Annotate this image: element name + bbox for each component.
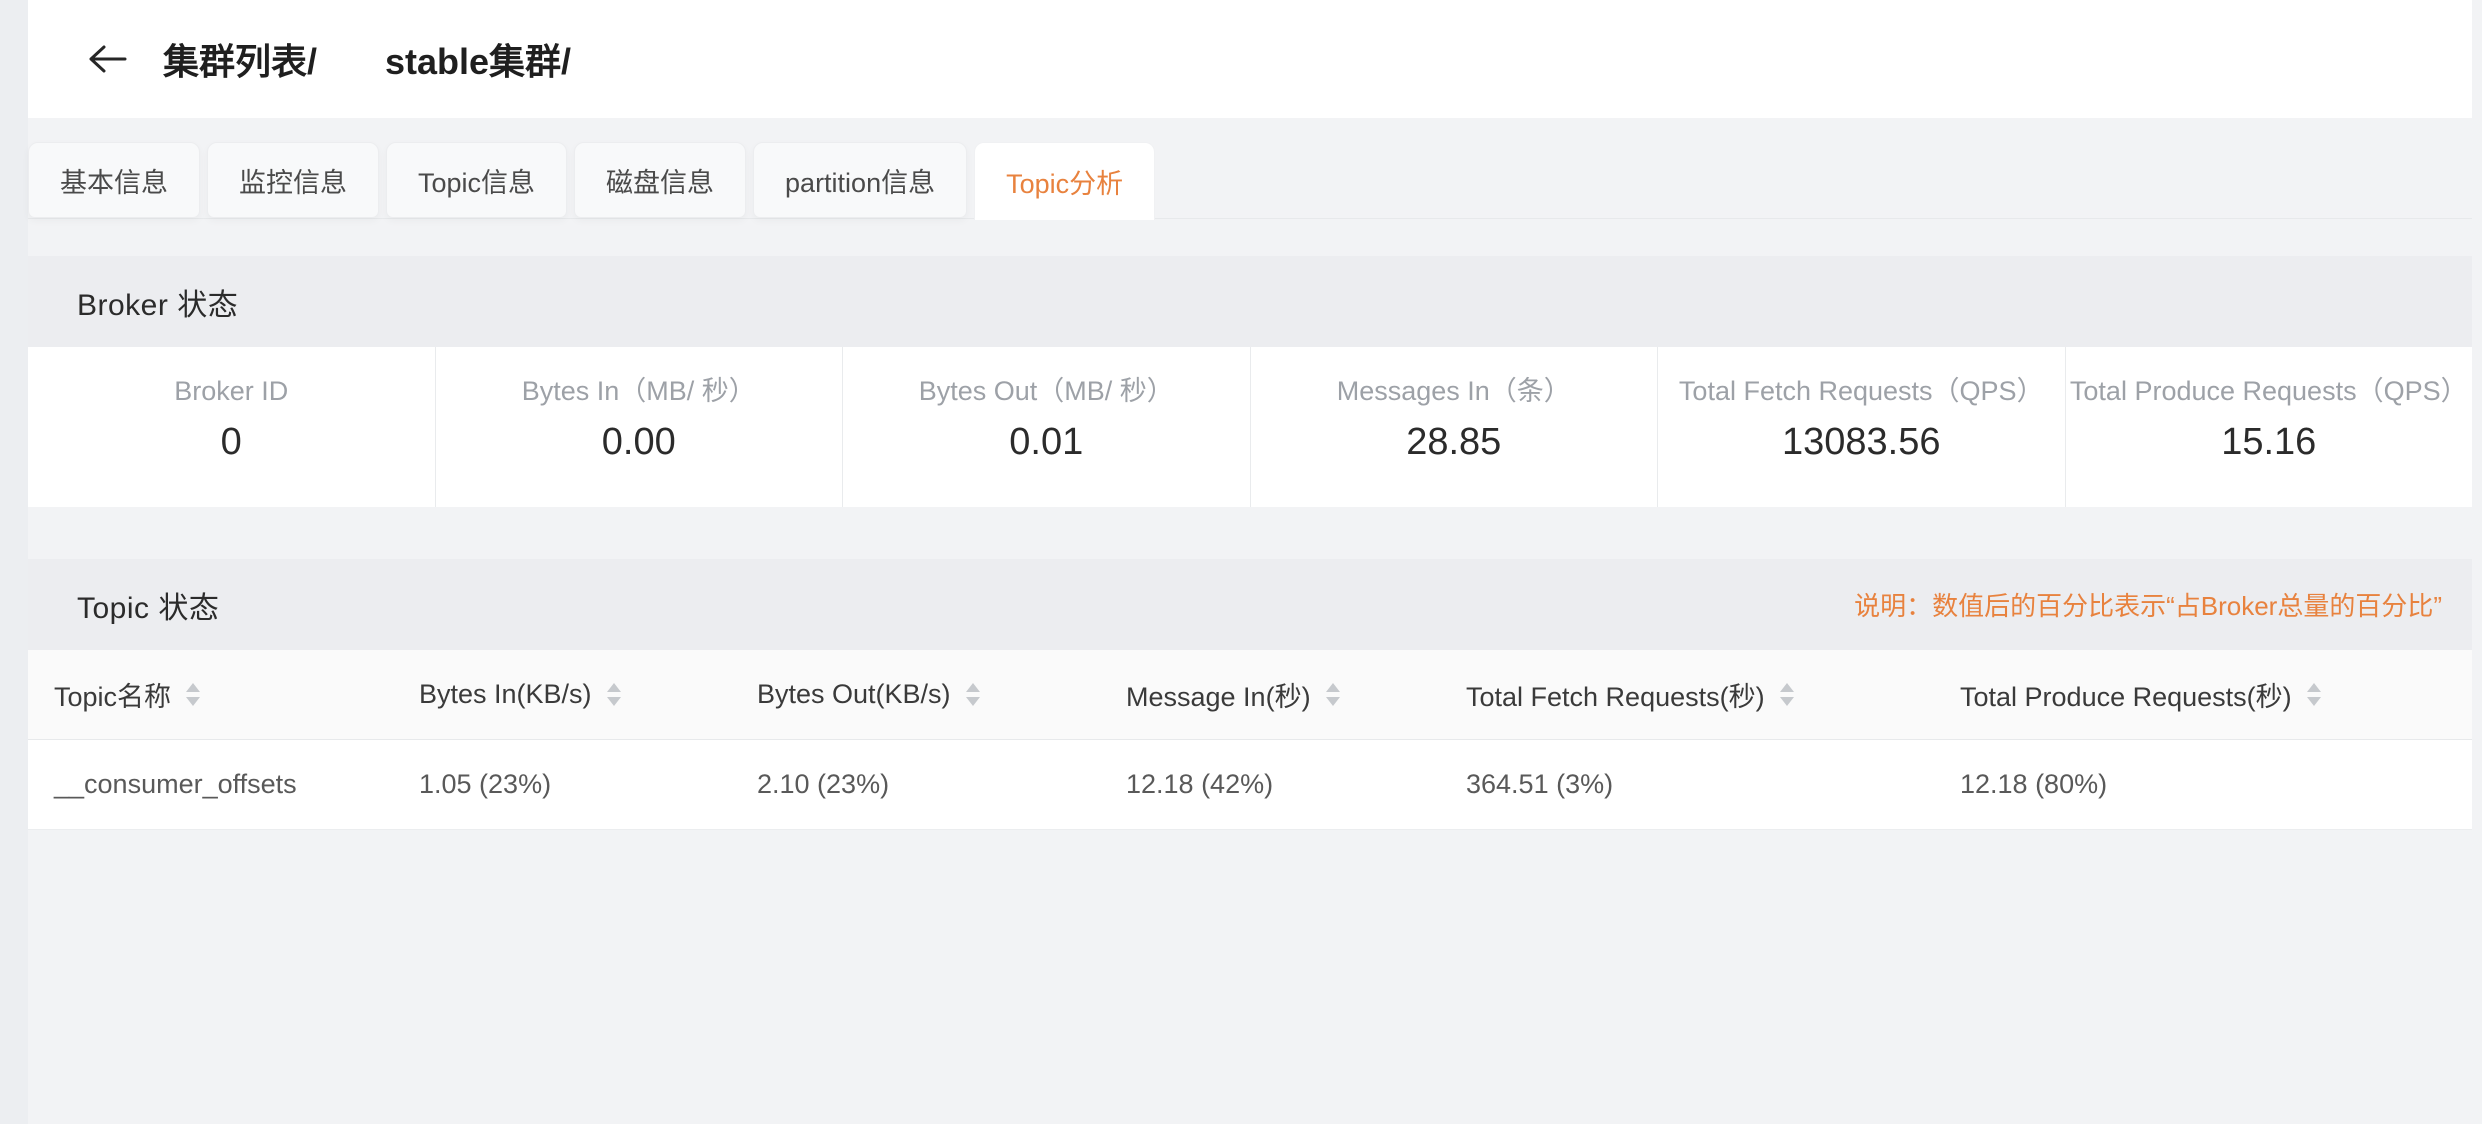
sort-carets[interactable]	[606, 682, 621, 706]
stat-label: Messages In（条）	[1336, 376, 1571, 406]
cell-total-produce: 12.18 (80%)	[1960, 739, 2472, 830]
stat-card-messages-in: Messages In（条） 28.85	[1249, 347, 1658, 507]
stat-label: Total Produce Requests（QPS）	[2069, 376, 2468, 406]
caret-up-icon	[186, 682, 201, 692]
caret-down-icon	[2306, 696, 2321, 706]
stat-card-total-produce-requests: Total Produce Requests（QPS） 15.16	[2064, 347, 2473, 507]
stat-card-broker-id: Broker ID 0	[28, 347, 435, 507]
sort-carets[interactable]	[965, 682, 980, 706]
table-header-row: Topic名称 Bytes In(KB/s)	[28, 650, 2472, 740]
broker-panel-header: Broker 状态	[28, 256, 2472, 347]
tab-disk-info[interactable]: 磁盘信息	[574, 142, 747, 218]
stat-value: 15.16	[2221, 421, 2317, 463]
stat-card-bytes-out: Bytes Out（MB/ 秒） 0.01	[842, 347, 1250, 507]
percentage-note: 说明：数值后的百分比表示“占Broker总量的百分比”	[1854, 591, 2442, 621]
topic-panel-title: Topic 状态	[77, 591, 220, 625]
column-header-total-fetch[interactable]: Total Fetch Requests(秒)	[1466, 650, 1960, 740]
column-header-message-in[interactable]: Message In(秒)	[1126, 650, 1466, 740]
column-label: Bytes In(KB/s)	[419, 678, 592, 709]
cell-bytes-in: 1.05 (23%)	[419, 739, 757, 830]
tab-topic-analysis[interactable]: Topic分析	[974, 142, 1156, 220]
column-label: Bytes Out(KB/s)	[757, 678, 951, 709]
topic-panel-header: Topic 状态 说明：数值后的百分比表示“占Broker总量的百分比”	[28, 559, 2472, 650]
arrow-left-icon	[86, 42, 128, 76]
caret-up-icon	[1779, 682, 1794, 692]
stat-label: Broker ID	[174, 376, 289, 406]
tab-monitor-info[interactable]: 监控信息	[207, 142, 379, 218]
tab-topic-info[interactable]: Topic信息	[386, 142, 568, 218]
sort-carets[interactable]	[2306, 682, 2321, 706]
breadcrumb-cluster-list[interactable]: 集群列表/	[163, 41, 318, 82]
tab-partition-info[interactable]: partition信息	[753, 142, 968, 218]
stat-value: 0	[220, 421, 242, 463]
back-button[interactable]	[85, 37, 129, 81]
column-label: Total Fetch Requests(秒)	[1466, 681, 1765, 712]
stat-value: 0.01	[1009, 421, 1084, 463]
topbar: 集群列表/ stable集群/	[28, 0, 2472, 118]
stat-value: 28.85	[1406, 421, 1502, 463]
sort-carets[interactable]	[1325, 682, 1340, 706]
caret-up-icon	[1325, 682, 1340, 692]
column-header-total-produce[interactable]: Total Produce Requests(秒)	[1960, 650, 2472, 740]
cluster-detail-page: 集群列表/ stable集群/ 基本信息 监控信息 Topic信息 磁盘信息 p…	[28, 0, 2472, 830]
breadcrumb-current-cluster: stable集群/	[385, 41, 572, 82]
caret-down-icon	[1779, 696, 1794, 706]
tab-bar: 基本信息 监控信息 Topic信息 磁盘信息 partition信息 Topic…	[28, 142, 2472, 220]
cell-topic-name: __consumer_offsets	[28, 739, 419, 830]
broker-panel-title: Broker 状态	[77, 288, 239, 322]
caret-up-icon	[606, 682, 621, 692]
column-label: Total Produce Requests(秒)	[1960, 681, 2292, 712]
column-header-bytes-in[interactable]: Bytes In(KB/s)	[419, 650, 757, 740]
column-label: Message In(秒)	[1126, 681, 1311, 712]
caret-up-icon	[965, 682, 980, 692]
sort-carets[interactable]	[186, 682, 201, 706]
tab-basic-info[interactable]: 基本信息	[28, 142, 200, 218]
caret-up-icon	[2306, 682, 2321, 692]
topic-status-panel: Topic 状态 说明：数值后的百分比表示“占Broker总量的百分比” Top…	[28, 559, 2472, 830]
caret-down-icon	[965, 696, 980, 706]
table-row: __consumer_offsets 1.05 (23%) 2.10 (23%)…	[28, 739, 2472, 830]
column-label: Topic名称	[54, 681, 172, 712]
stat-card-bytes-in: Bytes In（MB/ 秒） 0.00	[434, 347, 843, 507]
stat-value: 0.00	[601, 421, 676, 463]
stat-card-total-fetch-requests: Total Fetch Requests（QPS） 13083.56	[1657, 347, 2065, 507]
caret-down-icon	[606, 696, 621, 706]
left-margin-strip	[0, 0, 28, 1124]
column-header-topic-name[interactable]: Topic名称	[28, 650, 419, 740]
cell-bytes-out: 2.10 (23%)	[757, 739, 1126, 830]
stat-label: Bytes In（MB/ 秒）	[521, 376, 756, 406]
column-header-bytes-out[interactable]: Bytes Out(KB/s)	[757, 650, 1126, 740]
broker-status-panel: Broker 状态 Broker ID 0 Bytes In（MB/ 秒） 0.…	[28, 256, 2472, 507]
cell-message-in: 12.18 (42%)	[1126, 739, 1466, 830]
stat-label: Bytes Out（MB/ 秒）	[918, 376, 1174, 406]
sort-carets[interactable]	[1779, 682, 1794, 706]
stat-label: Total Fetch Requests（QPS）	[1678, 376, 2044, 406]
topic-table: Topic名称 Bytes In(KB/s)	[28, 650, 2472, 830]
stat-value: 13083.56	[1782, 421, 1941, 463]
caret-down-icon	[1325, 696, 1340, 706]
broker-stat-cards: Broker ID 0 Bytes In（MB/ 秒） 0.00 Bytes O…	[28, 347, 2472, 507]
cell-total-fetch: 364.51 (3%)	[1466, 739, 1960, 830]
caret-down-icon	[186, 696, 201, 706]
